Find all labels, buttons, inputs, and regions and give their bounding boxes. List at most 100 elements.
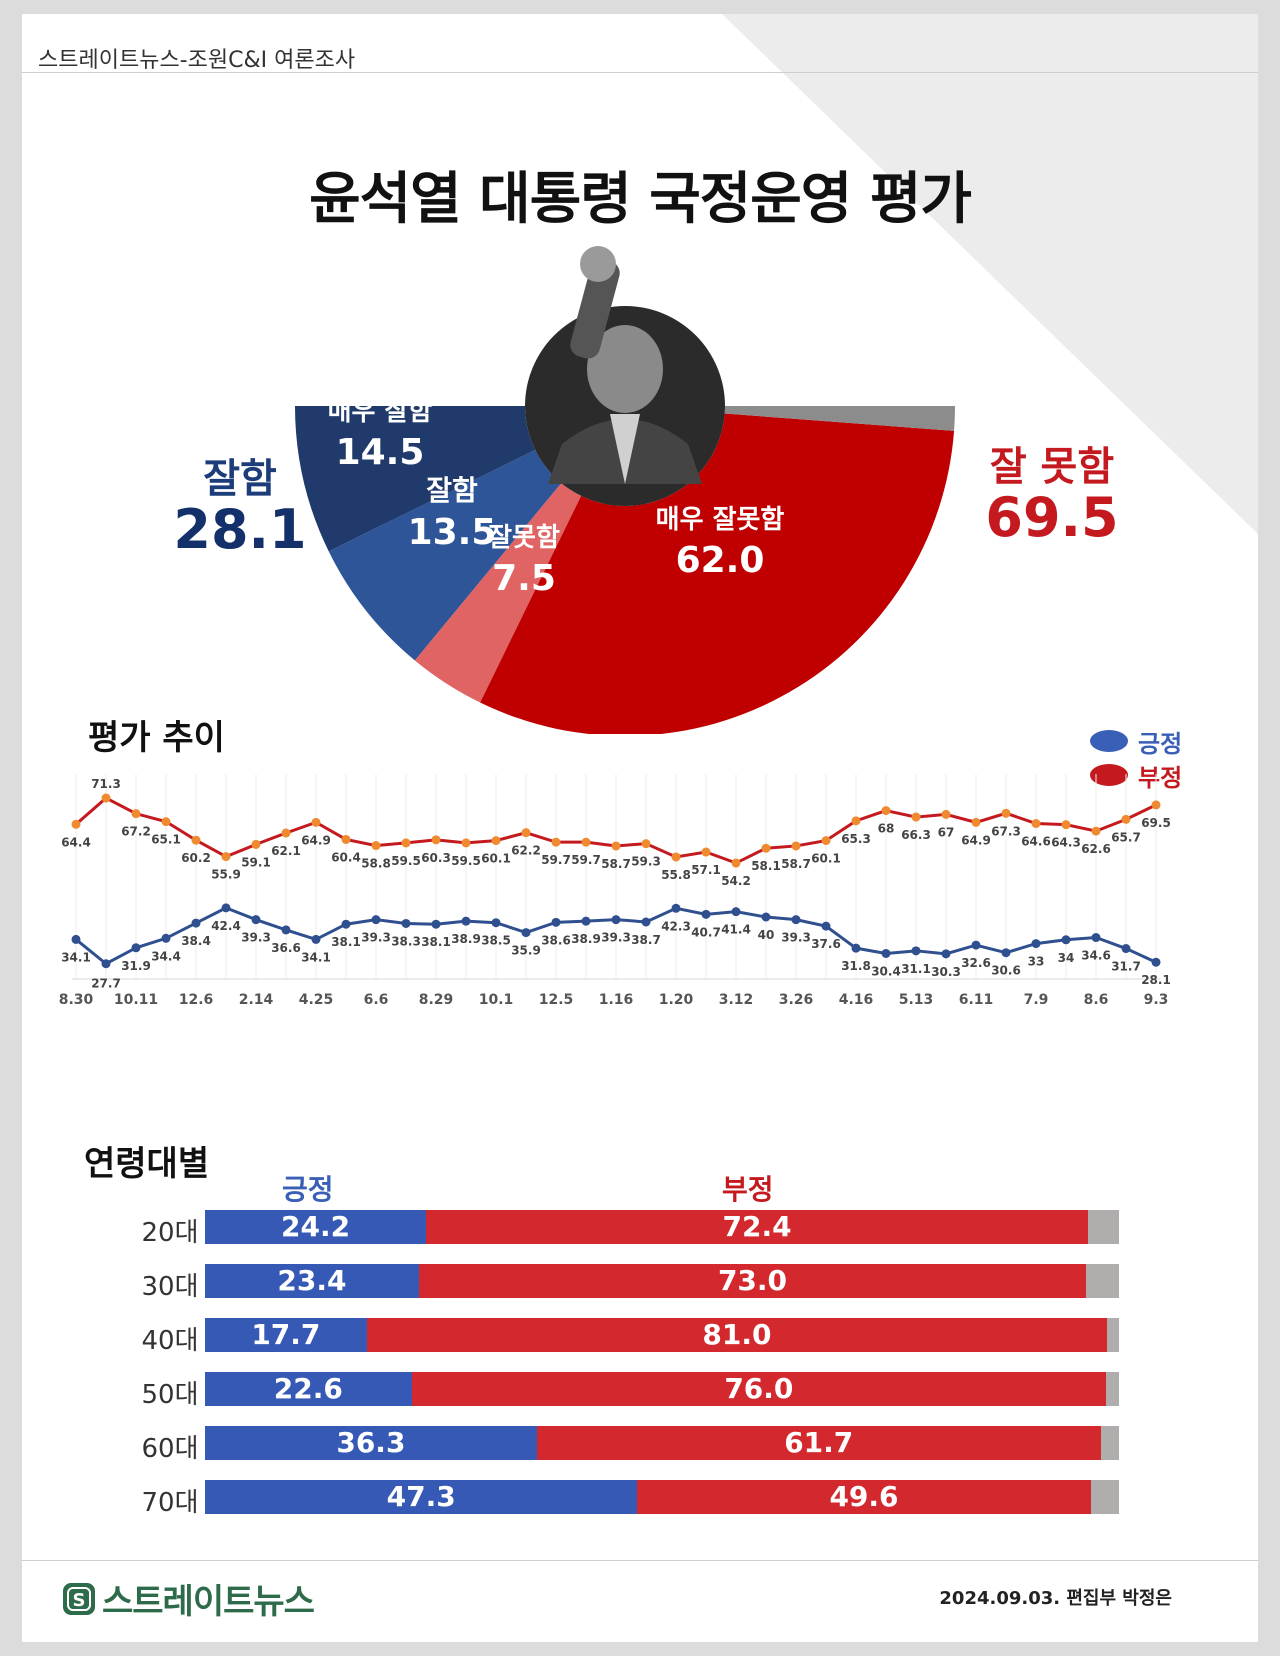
trend-point-label: 58.7 [781, 857, 811, 871]
trend-point-label: 31.8 [841, 959, 871, 973]
trend-point [431, 919, 441, 929]
age-label: 40대 [141, 1326, 199, 1356]
trend-point-label: 59.7 [571, 853, 601, 867]
age-label: 70대 [141, 1488, 199, 1518]
trend-point [161, 933, 171, 943]
trend-point [911, 946, 921, 956]
trend-point [401, 838, 411, 848]
trend-point-label: 41.4 [721, 923, 751, 937]
donut-slice-label-4: 잘모름 2.4 [833, 376, 921, 397]
trend-point [1091, 826, 1101, 836]
trend-point [1121, 814, 1131, 824]
trend-point [671, 903, 681, 913]
trend-point-label: 59.7 [541, 853, 571, 867]
trend-point [341, 834, 351, 844]
trend-point [161, 817, 171, 827]
trend-point-label: 67.3 [991, 824, 1021, 838]
trend-point-label: 31.1 [901, 962, 931, 976]
trend-point [1091, 933, 1101, 943]
age-bar-positive: 23.4 [205, 1264, 419, 1298]
trend-point [131, 943, 141, 953]
trend-point-label: 64.9 [961, 833, 991, 847]
trend-point-label: 38.1 [331, 935, 361, 949]
age-row: 40대 17.7 81.0 [22, 1318, 1258, 1356]
trend-point [701, 847, 711, 857]
trend-point [641, 839, 651, 849]
trend-point-label: 39.3 [241, 931, 271, 945]
trend-x-tick: 10.11 [114, 992, 158, 1008]
trend-point [581, 837, 591, 847]
trend-point-label: 66.3 [901, 828, 931, 842]
donut-slice-value-0: 14.5 [336, 432, 425, 473]
trend-title: 평가 추이 [88, 718, 225, 758]
age-bar-positive: 36.3 [205, 1426, 537, 1460]
trend-point [461, 916, 471, 926]
trend-point-label: 59.5 [451, 854, 481, 868]
trend-point [311, 934, 321, 944]
footer-divider [22, 1560, 1258, 1561]
trend-point-label: 59.3 [631, 855, 661, 869]
age-bar-negative: 81.0 [366, 1318, 1108, 1352]
trend-point [941, 949, 951, 959]
trend-point-label: 38.6 [541, 933, 571, 947]
trend-x-tick: 12.5 [539, 992, 574, 1008]
trend-point-label: 42.4 [211, 919, 241, 933]
donut-slice-2 [414, 483, 582, 703]
trend-point-label: 71.3 [91, 777, 121, 791]
trend-point [71, 819, 81, 829]
age-col-positive: 긍정 [282, 1173, 334, 1206]
donut-slice-value-3: 62.0 [676, 540, 765, 581]
donut-slice-label-2: 잘못함 [488, 523, 560, 553]
age-bar-positive: 17.7 [205, 1318, 367, 1352]
trend-point [1061, 935, 1071, 945]
trend-point [881, 948, 891, 958]
trend-point-label: 58.7 [601, 857, 631, 871]
trend-point [521, 928, 531, 938]
trend-point-label: 30.6 [991, 964, 1021, 978]
age-col-negative: 부정 [722, 1173, 774, 1206]
trend-point [821, 921, 831, 931]
trend-point-label: 68 [878, 822, 895, 836]
trend-point-label: 38.7 [631, 933, 661, 947]
svg-text:S: S [73, 1590, 86, 1611]
trend-point [191, 918, 201, 928]
trend-point-label: 64.4 [61, 835, 91, 849]
trend-x-tick: 8.30 [59, 992, 94, 1008]
age-label: 20대 [141, 1218, 199, 1248]
trend-point [1001, 808, 1011, 818]
trend-x-tick: 4.16 [839, 992, 874, 1008]
age-row: 30대 23.4 73.0 [22, 1264, 1258, 1302]
trend-point [71, 934, 81, 944]
trend-point [551, 917, 561, 927]
trend-point [1061, 820, 1071, 830]
donut-slice-0 [295, 406, 536, 552]
trend-point [1151, 800, 1161, 810]
trend-point-label: 69.5 [1141, 816, 1171, 830]
trend-x-tick: 3.26 [779, 992, 814, 1008]
age-bar-negative: 76.0 [411, 1372, 1107, 1406]
trend-point [1121, 944, 1131, 954]
trend-point-label: 34.4 [151, 949, 181, 963]
trend-point-label: 38.9 [451, 932, 481, 946]
trend-point-label: 39.3 [361, 931, 391, 945]
trend-point [431, 835, 441, 845]
legend-positive: 긍정 [1090, 724, 1182, 758]
trend-point [641, 917, 651, 927]
trend-point-label: 55.9 [211, 868, 241, 882]
trend-point [491, 836, 501, 846]
trend-point [1031, 939, 1041, 949]
positive-summary: 잘함 28.1 [140, 446, 340, 561]
trend-point-label: 38.5 [481, 934, 511, 948]
logo-icon: S [63, 1582, 95, 1615]
trend-legend: 긍정 부정 [1090, 724, 1182, 792]
age-label: 60대 [141, 1434, 199, 1464]
trend-point-label: 62.1 [271, 844, 301, 858]
trend-x-tick: 12.6 [179, 992, 214, 1008]
trend-point [761, 912, 771, 922]
trend-point-label: 65.3 [841, 832, 871, 846]
trend-point-label: 64.3 [1051, 836, 1081, 850]
trend-point [971, 817, 981, 827]
positive-summary-value: 28.1 [173, 498, 307, 561]
trend-point-label: 62.2 [511, 844, 541, 858]
